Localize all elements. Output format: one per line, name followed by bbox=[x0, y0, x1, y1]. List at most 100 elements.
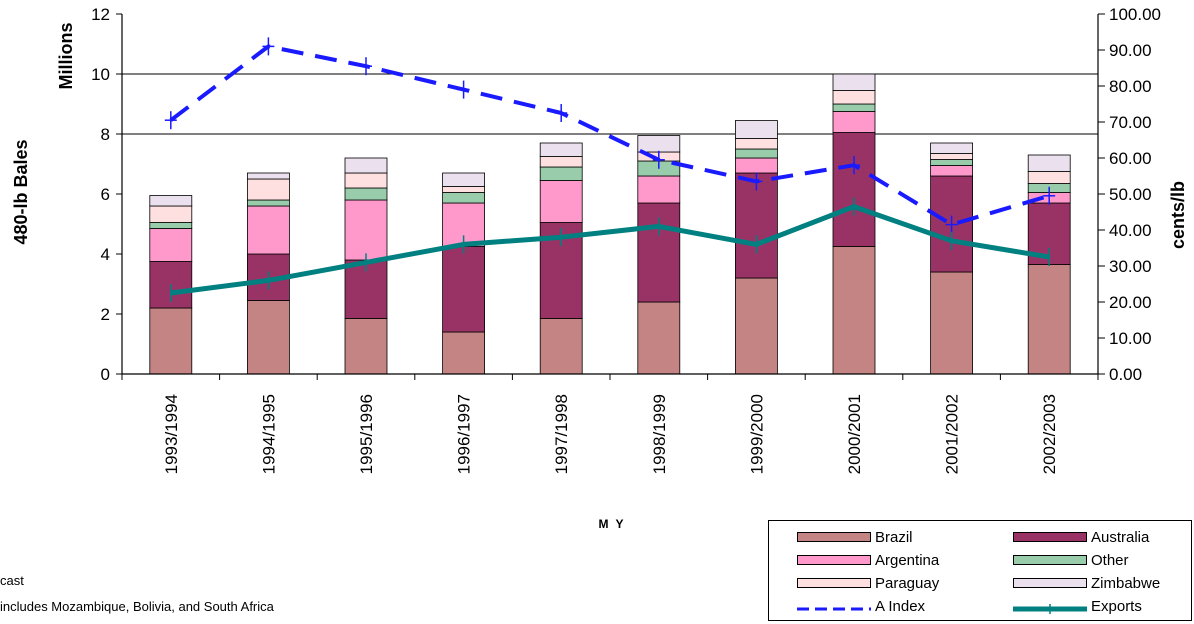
legend-label-australia: Australia bbox=[1091, 528, 1150, 546]
x-tick-label: 1993/1994 bbox=[162, 394, 181, 474]
bar-brazil-3 bbox=[442, 331, 486, 375]
bar-australia-7 bbox=[832, 132, 876, 247]
x-tick-label: 1995/1996 bbox=[357, 394, 376, 474]
axes bbox=[116, 13, 1105, 380]
y2-tick-label: 90.00 bbox=[1109, 41, 1152, 60]
bar-zimbabwe-9 bbox=[1027, 154, 1071, 172]
legend-item-a-index: A Index bbox=[797, 595, 925, 617]
bar-other-0 bbox=[149, 222, 193, 229]
legend-swatch-brazil bbox=[797, 532, 871, 542]
legend-swatch-argentina bbox=[797, 555, 871, 565]
y2-tick-label: 30.00 bbox=[1109, 257, 1152, 276]
bar-brazil-7 bbox=[832, 246, 876, 375]
legend-swatch-paraguay bbox=[797, 578, 871, 588]
x-tick-label: 2001/2002 bbox=[943, 394, 962, 474]
bar-argentina-4 bbox=[539, 180, 583, 223]
bar-argentina-7 bbox=[832, 111, 876, 133]
legend-swatch-a-index bbox=[797, 601, 871, 611]
bar-zimbabwe-3 bbox=[442, 172, 486, 187]
y-axis-title: 480-lb Bales bbox=[11, 139, 31, 244]
x-tick-label: 2002/2003 bbox=[1040, 394, 1059, 474]
legend-swatch-other bbox=[1013, 555, 1087, 565]
legend-swatch-australia bbox=[1013, 532, 1087, 542]
bar-brazil-1 bbox=[246, 300, 290, 375]
x-tick-label: 1999/2000 bbox=[747, 394, 766, 474]
gridlines bbox=[122, 73, 1098, 135]
y2-tick-label: 40.00 bbox=[1109, 221, 1152, 240]
x-tick-label: 2000/2001 bbox=[845, 394, 864, 474]
footnote-forecast: cast bbox=[0, 573, 24, 588]
legend-label-argentina: Argentina bbox=[875, 551, 940, 569]
bar-argentina-5 bbox=[637, 175, 681, 204]
y-tick-label: 6 bbox=[101, 185, 110, 204]
x-tick-label: 1994/1995 bbox=[259, 394, 278, 474]
y-axis-unit-title: Millions bbox=[56, 23, 76, 90]
y2-tick-label: 10.00 bbox=[1109, 329, 1152, 348]
legend-item-australia: Australia bbox=[1013, 526, 1149, 548]
bar-paraguay-8 bbox=[930, 153, 973, 160]
bar-argentina-8 bbox=[930, 165, 973, 177]
x-tick-label: 1996/1997 bbox=[455, 394, 474, 474]
y2-tick-label: 60.00 bbox=[1109, 149, 1152, 168]
bar-brazil-5 bbox=[637, 301, 681, 375]
footnote-other-includes: includes Mozambique, Bolivia, and South … bbox=[0, 599, 274, 614]
bar-paraguay-7 bbox=[832, 90, 876, 105]
bar-paraguay-9 bbox=[1027, 171, 1071, 184]
bar-paraguay-0 bbox=[149, 205, 193, 223]
bar-zimbabwe-8 bbox=[930, 142, 973, 154]
legend-item-brazil: Brazil bbox=[797, 526, 913, 548]
bar-argentina-0 bbox=[149, 228, 193, 262]
bar-zimbabwe-1 bbox=[246, 172, 290, 180]
legend-swatch-exports bbox=[1013, 601, 1087, 614]
y2-tick-label: 100.00 bbox=[1109, 5, 1161, 24]
line-a-index bbox=[169, 44, 1050, 227]
y-tick-label: 8 bbox=[101, 125, 110, 144]
y2-tick-label: 0.00 bbox=[1109, 365, 1142, 384]
bar-zimbabwe-4 bbox=[539, 142, 583, 157]
legend-label-a-index: A Index bbox=[875, 597, 926, 615]
legend-swatch-zimbabwe bbox=[1013, 578, 1087, 588]
y-tick-labels: 0 2 4 6 8 10 12 bbox=[91, 5, 110, 384]
bar-other-2 bbox=[344, 187, 388, 201]
x-axis-title: M Y bbox=[598, 517, 625, 531]
bar-paraguay-3 bbox=[442, 186, 486, 193]
legend-label-zimbabwe: Zimbabwe bbox=[1091, 574, 1161, 592]
bar-other-4 bbox=[539, 166, 583, 181]
legend-label-brazil: Brazil bbox=[875, 528, 913, 546]
legend-item-exports: Exports bbox=[1013, 595, 1142, 617]
bar-other-3 bbox=[442, 192, 486, 204]
y-tick-label: 4 bbox=[101, 245, 110, 264]
bar-brazil-8 bbox=[930, 271, 973, 375]
y2-axis-title: cents/lb bbox=[1168, 181, 1188, 249]
bar-argentina-6 bbox=[735, 157, 778, 174]
bar-argentina-1 bbox=[246, 205, 290, 255]
legend-label-paraguay: Paraguay bbox=[875, 574, 940, 592]
bar-australia-3 bbox=[442, 246, 486, 333]
bar-zimbabwe-7 bbox=[832, 73, 876, 91]
bar-brazil-2 bbox=[344, 318, 388, 375]
bar-zimbabwe-0 bbox=[149, 195, 193, 207]
bar-brazil-4 bbox=[539, 318, 583, 375]
y-tick-label: 12 bbox=[91, 5, 110, 24]
bar-paraguay-4 bbox=[539, 156, 583, 168]
bar-other-1 bbox=[246, 199, 290, 207]
series-lines bbox=[164, 37, 1056, 302]
bar-argentina-2 bbox=[344, 199, 388, 261]
y-tick-label: 2 bbox=[101, 305, 110, 324]
legend-item-other: Other bbox=[1013, 549, 1129, 571]
y2-tick-label: 50.00 bbox=[1109, 185, 1152, 204]
bar-brazil-6 bbox=[735, 277, 778, 375]
legend-label-other: Other bbox=[1091, 551, 1129, 569]
bar-paraguay-2 bbox=[344, 172, 388, 189]
bar-zimbabwe-2 bbox=[344, 157, 388, 174]
legend-item-paraguay: Paraguay bbox=[797, 572, 939, 594]
bars bbox=[149, 73, 1071, 375]
y2-tick-label: 20.00 bbox=[1109, 293, 1152, 312]
legend: Brazil Australia Argentina Other Paragua… bbox=[768, 520, 1192, 621]
y2-tick-label: 80.00 bbox=[1109, 77, 1152, 96]
line-exports bbox=[170, 204, 1050, 296]
y-tick-label: 0 bbox=[101, 365, 110, 384]
y2-tick-labels: 0.00 10.00 20.00 30.00 40.00 50.00 60.00 70.00 8… bbox=[1109, 5, 1161, 384]
bar-brazil-9 bbox=[1027, 264, 1071, 375]
